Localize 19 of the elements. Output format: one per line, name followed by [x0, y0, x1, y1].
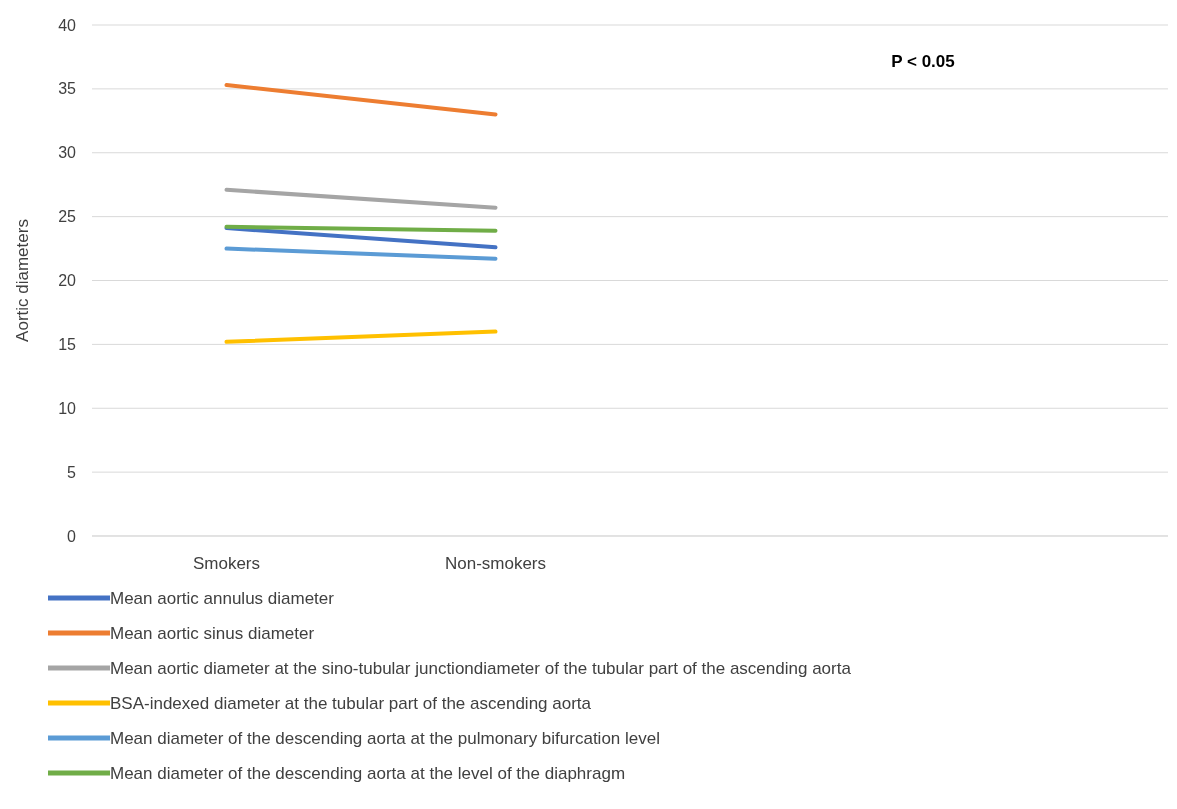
x-tick-label: Smokers [192, 554, 261, 573]
legend-label: Mean aortic annulus diameter [110, 588, 335, 608]
legend-label: Mean aortic diameter at the sino-tubular junctiondiameter of the tubular part of the ascending aorta [110, 658, 852, 678]
x-tick-label: Non-smokers [444, 554, 547, 573]
y-tick-label: 40 [58, 16, 77, 34]
y-tick-label: 25 [58, 208, 77, 226]
y-tick-label: 35 [58, 80, 77, 98]
y-tick-label: 30 [58, 144, 77, 162]
y-tick-label: 20 [58, 272, 77, 290]
legend-label: Mean diameter of the descending aorta at the pulmonary bifurcation level [110, 728, 660, 748]
y-tick-label: 0 [67, 527, 77, 545]
annotation: P < 0.05 [891, 52, 955, 71]
legend-label: Mean aortic sinus diameter [110, 623, 315, 643]
y-axis-title: Aortic diameters [13, 219, 32, 342]
legend-label: Mean diameter of the descending aorta at the level of the diaphragm [110, 763, 626, 783]
y-tick-label: 10 [58, 399, 77, 417]
legend-label: BSA-indexed diameter at the tubular part of the ascending aorta [110, 693, 592, 713]
y-tick-label: 15 [58, 335, 77, 353]
y-tick-label: 5 [67, 463, 77, 481]
